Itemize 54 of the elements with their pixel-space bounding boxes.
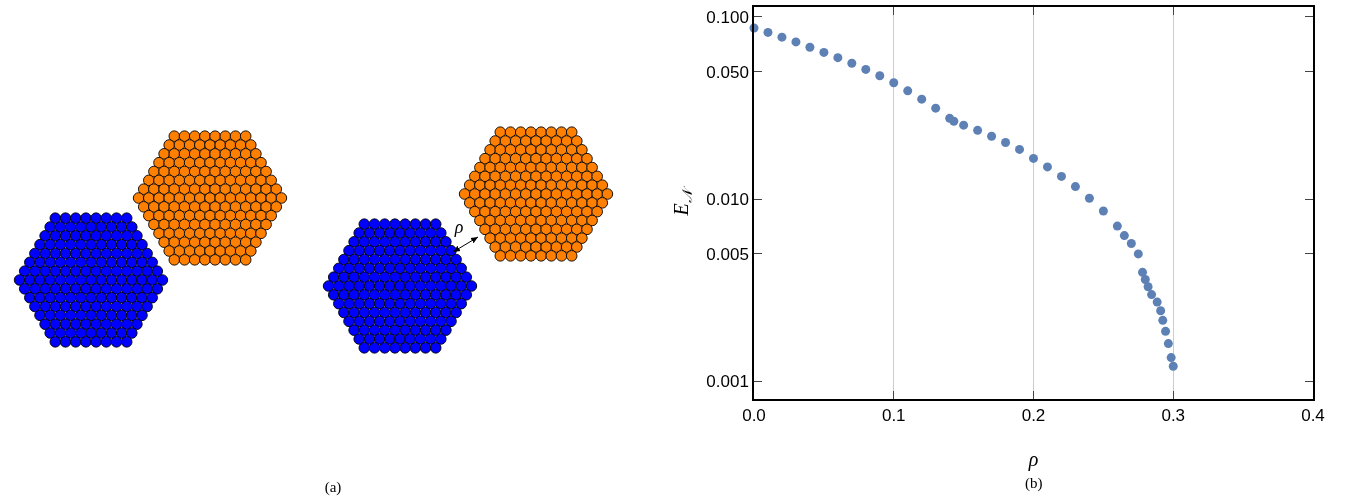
point [847, 58, 857, 68]
x-tick-label: 0.2 [1021, 406, 1046, 426]
point [973, 125, 983, 135]
point [1119, 231, 1129, 241]
point [1133, 249, 1143, 259]
point [959, 120, 969, 130]
point [1152, 297, 1162, 307]
point [1084, 193, 1094, 203]
point [1001, 138, 1011, 148]
point [1147, 290, 1157, 300]
point [889, 78, 899, 88]
point [1156, 306, 1166, 316]
text: ρ [453, 217, 464, 237]
point [1112, 221, 1122, 231]
point [763, 27, 773, 37]
y-tick-label: 0.010 [706, 189, 749, 209]
point [1029, 153, 1038, 163]
point [903, 86, 913, 96]
point [1161, 326, 1171, 336]
x-tick-label: 0.1 [881, 406, 906, 426]
point [875, 71, 885, 81]
text: (a) [324, 479, 342, 496]
point [1158, 315, 1168, 325]
point [1166, 353, 1176, 363]
point [1070, 182, 1080, 192]
point [1143, 282, 1153, 292]
y-tick-label: 0.001 [706, 372, 749, 392]
x-tick-label: 0.3 [1161, 406, 1186, 426]
text: (b) [1025, 475, 1043, 492]
point [1098, 206, 1108, 216]
y-tick-label: 0.050 [706, 62, 749, 82]
point [949, 116, 959, 126]
point [1126, 239, 1136, 249]
point [1168, 361, 1178, 371]
point [1163, 339, 1173, 349]
point [987, 131, 997, 141]
y-tick-label: 0.005 [706, 244, 749, 264]
x-axis-title: ρ [1027, 448, 1039, 472]
point [833, 53, 843, 63]
x-tick-label: 0.4 [1301, 406, 1325, 426]
point [819, 47, 829, 57]
point [931, 103, 941, 113]
point [917, 94, 927, 104]
point [777, 32, 787, 42]
point [1056, 171, 1066, 181]
point [1140, 274, 1150, 284]
point [1015, 144, 1025, 154]
point [1042, 162, 1052, 172]
x-tick-label: 0.0 [742, 406, 766, 426]
y-tick-label: 0.100 [706, 7, 749, 27]
point [791, 37, 801, 47]
point [1138, 267, 1148, 277]
point [861, 64, 871, 74]
point [805, 42, 815, 52]
